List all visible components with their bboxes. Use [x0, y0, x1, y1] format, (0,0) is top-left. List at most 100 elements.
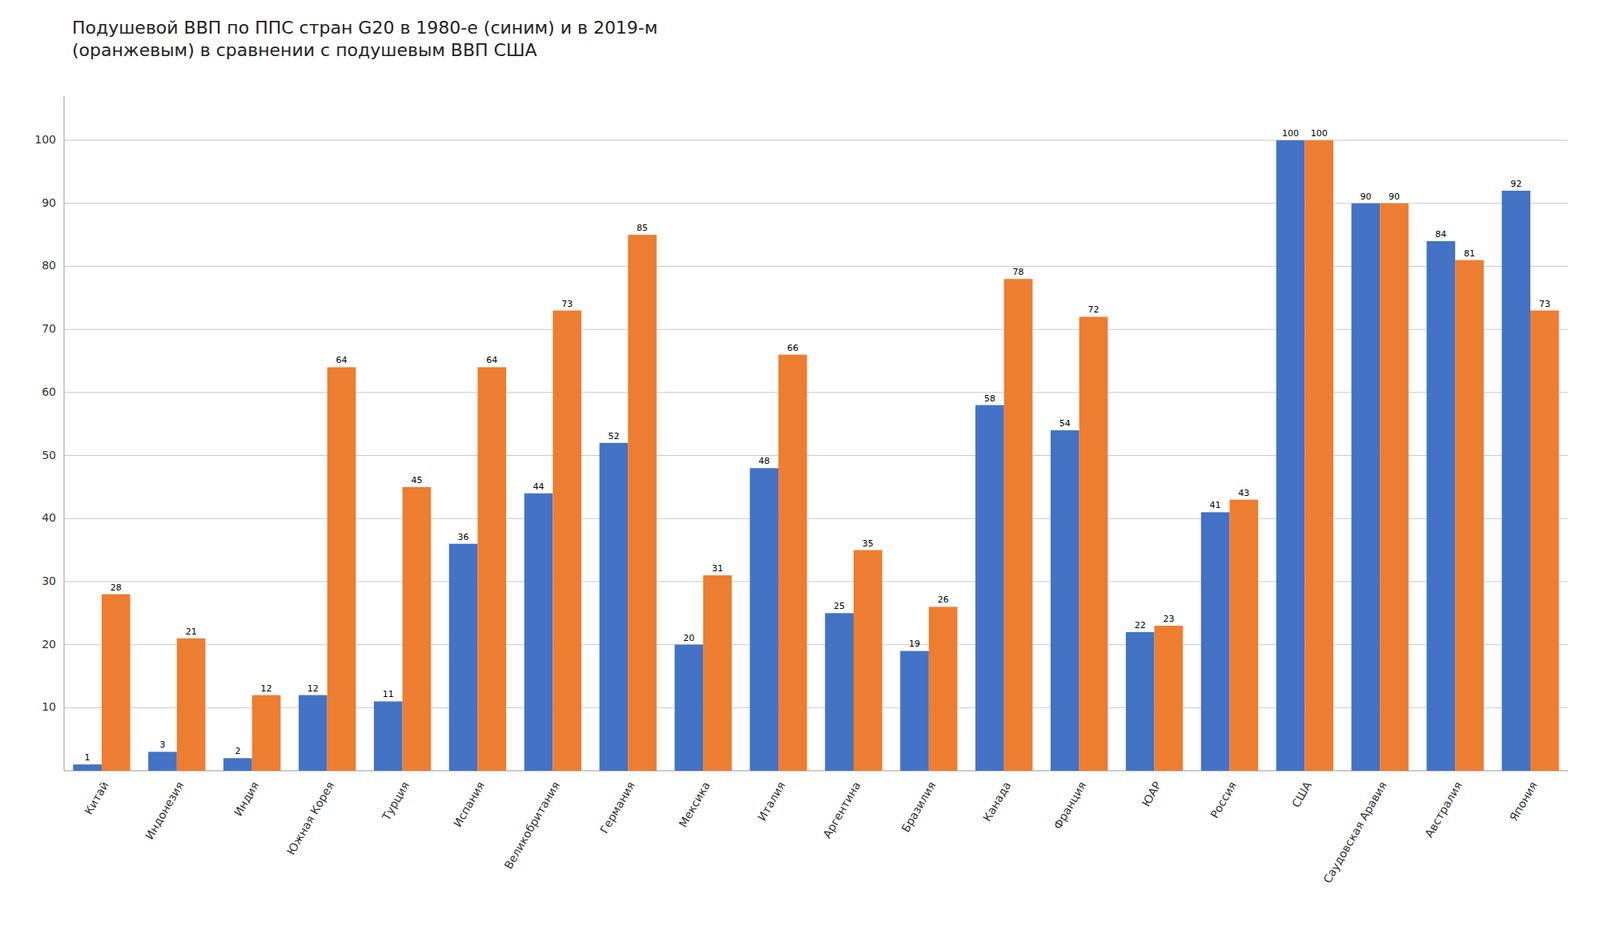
data-label: 12	[307, 683, 319, 694]
data-label: 58	[984, 393, 996, 404]
data-label: 66	[787, 342, 799, 354]
bar	[72, 763, 102, 771]
y-tick-label: 50	[41, 448, 57, 462]
x-tick-label: Южная Корея	[284, 779, 337, 857]
data-label: 11	[382, 688, 394, 700]
data-label: 64	[335, 354, 347, 366]
grid-line	[64, 391, 1568, 393]
data-label: 2	[234, 745, 241, 756]
grid-line	[64, 140, 1568, 141]
bar	[1530, 310, 1560, 771]
grid-line	[64, 329, 1568, 330]
title: Подушевой ВВП по ППС стран G20 в 1980-е …	[72, 17, 658, 61]
x-tick-label: Италия	[755, 779, 788, 823]
data-labels: 1321211364452204825195854224110090849228…	[84, 128, 1551, 763]
data-label: 26	[937, 594, 949, 605]
bars	[72, 140, 1559, 771]
y-tick-label: 10	[41, 699, 57, 713]
bar	[1050, 430, 1080, 771]
bar	[176, 638, 206, 771]
x-tick-label: Саудовская Аравия	[1320, 779, 1390, 885]
data-label: 3	[160, 739, 166, 750]
bar	[674, 644, 704, 771]
data-label: 73	[561, 298, 573, 310]
data-label: 54	[1059, 418, 1071, 429]
x-axis-line	[64, 770, 1568, 772]
data-label: 25	[833, 600, 845, 612]
bar	[627, 234, 657, 771]
bar	[402, 486, 432, 771]
bar	[298, 695, 328, 771]
y-tick-label: 20	[41, 637, 57, 651]
data-label: 43	[1238, 487, 1250, 499]
bar	[703, 574, 732, 771]
bar	[1426, 241, 1456, 771]
data-label: 64	[486, 354, 498, 366]
bar	[853, 550, 883, 771]
grid-line	[64, 265, 1568, 267]
bar	[101, 594, 131, 771]
chart-container: Подушевой ВВП по ППС стран G20 в 1980-е …	[0, 0, 1600, 939]
grid-line	[64, 202, 1568, 204]
y-tick-label: 100	[34, 132, 57, 146]
page: {"chart_data": {"type": "bar", "title": …	[0, 0, 1600, 939]
bar	[223, 757, 253, 771]
bar	[1304, 140, 1334, 771]
data-label: 28	[110, 582, 122, 593]
data-label: 73	[1539, 298, 1551, 310]
x-tick-label: Индия	[231, 779, 262, 819]
data-label: 90	[1359, 191, 1371, 202]
y-axis-line	[64, 96, 65, 771]
x-tick-label: ЮАР	[1139, 779, 1164, 809]
data-label: 81	[1463, 248, 1476, 259]
y-tick-label: 70	[41, 321, 57, 335]
grid-line	[64, 580, 1568, 582]
x-tick-label: Мексика	[675, 779, 712, 830]
data-label: 72	[1087, 304, 1099, 315]
data-label: 36	[458, 531, 470, 543]
data-label: 90	[1388, 191, 1400, 202]
bar	[252, 695, 282, 771]
x-tick-label: Великобритания	[501, 779, 563, 872]
bar	[928, 606, 958, 771]
data-label: 78	[1013, 266, 1025, 278]
data-label: 21	[185, 626, 197, 637]
x-tick-label: Германия	[597, 779, 638, 836]
bar	[477, 366, 507, 771]
y-tick-label: 60	[41, 385, 57, 398]
x-tick-label: Аргентина	[820, 779, 863, 841]
data-label: 100	[1282, 128, 1299, 139]
data-label: 44	[533, 481, 545, 492]
grid-line	[64, 518, 1568, 519]
bar	[1004, 278, 1034, 771]
bar	[327, 366, 357, 771]
bar	[599, 442, 629, 771]
data-label: 35	[862, 538, 874, 549]
data-label: 23	[1162, 613, 1174, 624]
data-label: 31	[711, 562, 724, 574]
x-tick-label: Бразилия	[899, 779, 939, 835]
x-tick-label: США	[1289, 778, 1315, 809]
bar	[1154, 625, 1184, 771]
data-label: 22	[1134, 619, 1146, 631]
data-label: 85	[636, 222, 648, 234]
bar	[778, 354, 808, 771]
grid	[64, 140, 1568, 708]
x-tick-label: Испания	[450, 779, 487, 829]
data-label: 100	[1310, 128, 1328, 139]
bar	[1201, 511, 1231, 771]
x-tick-label: Австралия	[1422, 779, 1465, 840]
bar	[524, 493, 554, 771]
bar	[1229, 499, 1259, 771]
bar	[975, 405, 1005, 771]
x-tick-label: Китай	[81, 779, 111, 817]
bar	[1501, 190, 1531, 771]
bar	[1125, 631, 1155, 771]
grid-line	[64, 454, 1568, 456]
y-tick-label: 40	[41, 510, 57, 524]
y-tick-label: 90	[41, 196, 57, 210]
data-label: 20	[683, 632, 695, 644]
chart-svg: Подушевой ВВП по ППС стран G20 в 1980-е …	[0, 0, 1600, 939]
bar	[900, 650, 929, 771]
bar	[1379, 203, 1409, 771]
